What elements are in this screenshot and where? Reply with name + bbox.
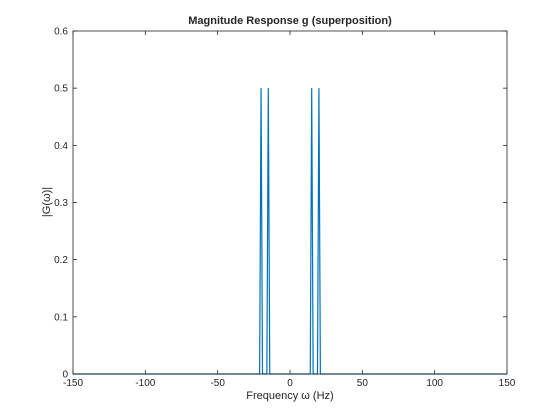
chart-title: Magnitude Response g (superposition) [188, 15, 392, 27]
y-tick-label: 0.5 [54, 84, 68, 95]
x-ticks: -150 -100 -50 0 50 100 150 [63, 31, 516, 389]
x-tick-label: -150 [63, 378, 83, 389]
x-tick-label: -50 [210, 378, 225, 389]
axes-box [72, 30, 508, 375]
x-tick-label: -100 [135, 378, 155, 389]
y-tick-label: 0.2 [54, 255, 68, 266]
x-axis-label: Frequency ω (Hz) [246, 390, 333, 402]
y-tick-label: 0 [62, 370, 68, 381]
x-tick-label: 150 [499, 378, 516, 389]
x-tick-label: 0 [287, 378, 293, 389]
x-tick-label: 50 [357, 378, 369, 389]
plot-area [73, 31, 507, 374]
y-tick-label: 0.1 [54, 312, 68, 323]
y-tick-label: 0.4 [54, 141, 68, 152]
x-tick-label: 100 [426, 378, 443, 389]
y-tick-label: 0.3 [54, 198, 68, 209]
y-axis-label: |G(ω)| [41, 187, 53, 217]
y-tick-label: 0.6 [54, 27, 68, 38]
